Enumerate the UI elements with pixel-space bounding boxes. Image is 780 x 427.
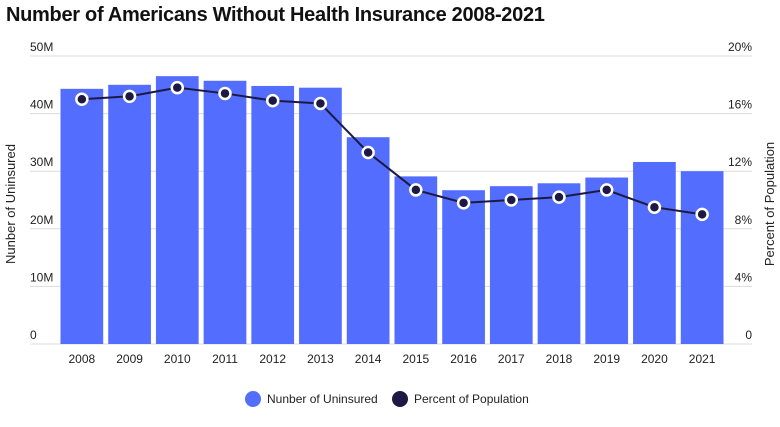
- x-tick-label: 2016: [450, 352, 477, 366]
- bar-2020: [633, 161, 676, 344]
- point-2017: [504, 193, 519, 207]
- left-axis-ticks: 0 10M 20M 30M 40M 50M: [30, 40, 53, 342]
- right-axis-ticks: 0 4% 8% 12% 16% 20%: [728, 40, 752, 342]
- right-tick-label: 16%: [728, 98, 752, 112]
- point-2008: [75, 92, 89, 106]
- line-series: [75, 80, 709, 222]
- legend-swatch-percent: [392, 391, 408, 407]
- point-2013: [313, 96, 328, 111]
- bar-2009: [108, 84, 151, 345]
- bar-2015: [394, 176, 438, 344]
- bar-2011: [203, 80, 247, 344]
- chart-title: Number of Americans Without Health Insur…: [6, 4, 545, 26]
- x-tick-label: 2009: [116, 352, 143, 366]
- x-tick-label: 2008: [69, 352, 96, 366]
- x-tick-label: 2012: [259, 352, 286, 366]
- point-2020: [647, 200, 662, 214]
- bar-2008: [60, 88, 104, 344]
- x-tick-label: 2014: [355, 352, 382, 366]
- x-tick-label: 2015: [403, 352, 430, 366]
- point-2014: [361, 145, 375, 160]
- bar-2019: [585, 177, 629, 344]
- bar-2013: [299, 87, 342, 345]
- bar-2012: [251, 85, 295, 345]
- right-tick-label: 12%: [728, 155, 752, 169]
- left-tick-label: 50M: [30, 40, 53, 54]
- right-tick-label: 20%: [728, 40, 752, 54]
- legend: Nunber of Uninsured Percent of Populatio…: [245, 391, 529, 407]
- bar-2010: [155, 76, 199, 344]
- x-tick-label: 2019: [593, 352, 620, 366]
- point-2009: [122, 89, 137, 104]
- x-tick-label: 2021: [689, 352, 716, 366]
- point-2019: [599, 183, 614, 197]
- x-tick-label: 2020: [641, 352, 668, 366]
- legend-label-uninsured: Nunber of Uninsured: [267, 392, 378, 406]
- left-tick-label: 40M: [30, 98, 53, 112]
- right-tick-label: 8%: [735, 213, 753, 227]
- right-tick-label: 0: [745, 328, 752, 342]
- legend-label-percent: Percent of Population: [414, 392, 529, 406]
- x-tick-label: 2017: [498, 352, 525, 366]
- left-tick-label: 30M: [30, 155, 53, 169]
- percent-line: [81, 86, 703, 216]
- left-axis-title: Nunber of Uninsured: [3, 144, 18, 264]
- left-tick-label: 0: [30, 328, 37, 342]
- point-2011: [218, 86, 232, 101]
- right-axis-title: Percent of Population: [762, 142, 777, 266]
- x-tick-label: 2011: [212, 352, 238, 366]
- x-tick-label: 2013: [307, 352, 334, 366]
- legend-swatch-uninsured: [245, 391, 261, 407]
- point-2015: [409, 183, 423, 197]
- bar-2021: [680, 171, 724, 344]
- x-axis-ticks: 2008 2009 2010 2011 2012 2013 2014 2015 2016 2017…: [69, 352, 716, 366]
- point-2010: [170, 80, 185, 95]
- bar-2016: [442, 190, 485, 344]
- point-2012: [265, 93, 280, 108]
- point-2018: [552, 190, 566, 204]
- point-2021: [695, 207, 709, 222]
- bar-2017: [489, 186, 533, 344]
- x-tick-label: 2018: [546, 352, 573, 366]
- right-tick-label: 4%: [735, 270, 753, 284]
- point-2016: [456, 196, 471, 210]
- bar-series: [60, 76, 724, 345]
- bar-2018: [537, 183, 581, 344]
- left-tick-label: 20M: [30, 213, 53, 227]
- bar-2014: [346, 137, 390, 344]
- x-tick-label: 2010: [164, 352, 191, 366]
- left-tick-label: 10M: [30, 270, 53, 284]
